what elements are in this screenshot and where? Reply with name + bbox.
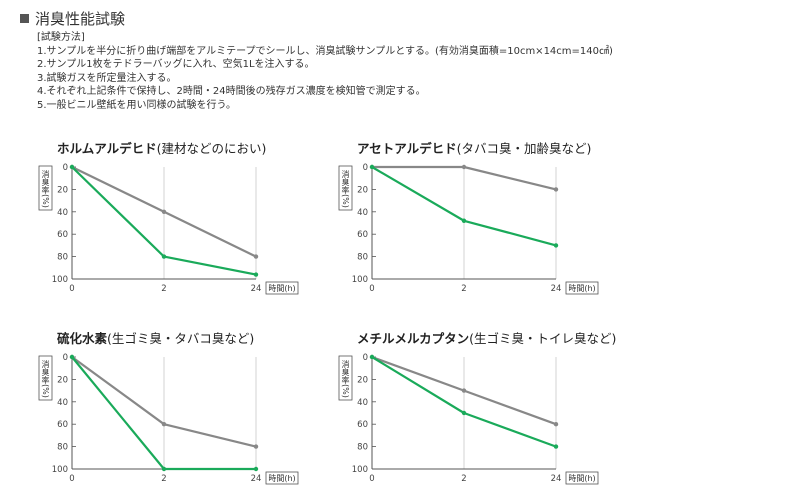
chart-subtitle: (タバコ臭・加齢臭など) (456, 141, 592, 156)
y-tick-label: 60 (357, 230, 368, 240)
y-tick-label: 80 (357, 253, 368, 263)
x-tick-label: 0 (369, 474, 374, 484)
data-point (369, 164, 375, 170)
data-point (161, 209, 167, 214)
y-axis-label: 消臭率(%) (341, 359, 350, 398)
data-point (161, 422, 167, 427)
y-tick-label: 100 (352, 275, 368, 285)
data-point (553, 444, 559, 449)
y-axis-label-box (338, 165, 353, 211)
data-point (553, 422, 559, 427)
y-tick-label: 0 (363, 163, 368, 173)
data-point (553, 187, 559, 192)
method-step: 5.一般ビニル壁紙を用い同様の試験を行う。 (37, 99, 236, 111)
y-axis-label: 消臭率(%) (41, 169, 50, 208)
y-tick-label: 40 (57, 398, 68, 408)
data-point (69, 164, 75, 170)
y-tick-label: 20 (57, 375, 68, 385)
method-step: 3.試験ガスを所定量注入する。 (37, 72, 177, 84)
chart-title-main: ホルムアルデヒド (57, 141, 157, 156)
data-point (253, 466, 259, 472)
data-point (253, 272, 259, 277)
x-axis-label-box (565, 281, 599, 295)
x-axis-label: 時間(h) (568, 474, 595, 483)
x-tick-label: 2 (461, 474, 466, 484)
data-point (553, 243, 559, 248)
y-tick-label: 40 (357, 208, 368, 218)
chart-title: 硫化水素(生ゴミ臭・タバコ臭など) (57, 328, 254, 347)
data-point (461, 388, 467, 393)
y-tick-label: 60 (57, 230, 68, 240)
y-tick-label: 40 (57, 208, 68, 218)
data-point (253, 444, 259, 449)
page-title: 消臭性能試験 (35, 10, 126, 28)
chart-title: アセトアルデヒド(タバコ臭・加齢臭など) (357, 138, 591, 157)
y-tick-label: 80 (357, 443, 368, 453)
y-axis-label: 消臭率(%) (341, 169, 350, 208)
test-method: [試験方法] 1.サンプルを半分に折り曲げ端部をアルミテープでシールし、消臭試験… (37, 31, 613, 113)
x-axis-label-box (265, 471, 299, 485)
data-point (369, 354, 375, 360)
x-axis-label-box (265, 281, 299, 295)
y-axis-label-box (38, 355, 53, 401)
y-tick-label: 20 (57, 185, 68, 195)
y-tick-label: 0 (363, 353, 368, 363)
chart-title-main: メチルメルカプタン (357, 331, 470, 346)
method-step: 1.サンプルを半分に折り曲げ端部をアルミテープでシールし、消臭試験サンプルとする… (37, 45, 613, 57)
y-tick-label: 0 (63, 163, 68, 173)
x-tick-label: 2 (461, 284, 466, 294)
chart-title: ホルムアルデヒド(建材などのにおい) (57, 138, 266, 157)
y-axis-label-box (38, 165, 53, 211)
x-tick-label: 24 (251, 474, 262, 484)
data-point (461, 410, 467, 416)
y-axis-label: 消臭率(%) (41, 359, 50, 398)
chart-title: メチルメルカプタン(生ゴミ臭・トイレ臭など) (357, 328, 616, 347)
x-tick-label: 0 (69, 284, 74, 294)
data-point (161, 466, 167, 472)
x-axis-label: 時間(h) (268, 474, 295, 483)
x-axis-label-box (565, 471, 599, 485)
data-point (461, 164, 467, 170)
x-axis-label: 時間(h) (268, 284, 295, 293)
data-point (69, 354, 75, 360)
y-axis-label-box (338, 355, 353, 401)
method-step: 4.それぞれ上記条件で保持し、2時間・24時間後の残存ガス濃度を検知管で測定する… (37, 86, 426, 98)
method-step: 2.サンプル1枚をテドラーバッグに入れ、空気1Lを注入する。 (37, 59, 315, 71)
y-tick-label: 80 (57, 253, 68, 263)
x-tick-label: 24 (551, 284, 562, 294)
chart-subtitle: (生ゴミ臭・タバコ臭など) (107, 331, 255, 346)
y-tick-label: 40 (357, 398, 368, 408)
y-tick-label: 0 (63, 353, 68, 363)
x-tick-label: 0 (369, 284, 374, 294)
y-tick-label: 60 (57, 420, 68, 430)
data-point (253, 254, 259, 259)
x-tick-label: 0 (69, 474, 74, 484)
x-tick-label: 24 (251, 284, 262, 294)
x-axis-label: 時間(h) (568, 284, 595, 293)
method-heading: [試験方法] (37, 32, 85, 43)
x-tick-label: 2 (161, 284, 166, 294)
page-header: 消臭性能試験 (20, 8, 125, 29)
x-tick-label: 24 (551, 474, 562, 484)
y-tick-label: 80 (57, 443, 68, 453)
y-tick-label: 20 (357, 185, 368, 195)
x-tick-label: 2 (161, 474, 166, 484)
chart-subtitle: (建材などのにおい) (156, 141, 267, 156)
chart-title-main: アセトアルデヒド (357, 141, 457, 156)
y-tick-label: 100 (52, 275, 68, 285)
y-tick-label: 20 (357, 375, 368, 385)
y-tick-label: 60 (357, 420, 368, 430)
square-bullet-icon (20, 14, 29, 23)
data-point (461, 218, 467, 223)
chart-title-main: 硫化水素 (57, 331, 108, 346)
y-tick-label: 100 (352, 465, 368, 475)
chart-subtitle: (生ゴミ臭・トイレ臭など) (469, 331, 617, 346)
data-point (161, 254, 167, 259)
y-tick-label: 100 (52, 465, 68, 475)
